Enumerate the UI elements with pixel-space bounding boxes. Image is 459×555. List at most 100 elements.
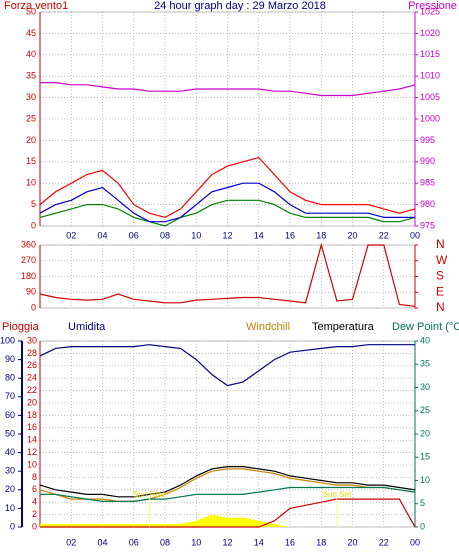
y-tick-label: 45 bbox=[26, 28, 36, 38]
y-tick-label: 90 bbox=[26, 287, 36, 297]
x-tick-label: 06 bbox=[129, 537, 139, 547]
rain-label: Pioggia bbox=[2, 321, 40, 333]
y2-tick-label: 1015 bbox=[420, 49, 440, 59]
y-tick-label: 6 bbox=[32, 484, 37, 494]
y2-tick-label: N bbox=[436, 300, 445, 314]
y3-tick-label: 50 bbox=[5, 428, 15, 438]
x-tick-label: 14 bbox=[254, 230, 264, 240]
y3-tick-label: 20 bbox=[5, 484, 15, 494]
y2-tick-label: 15 bbox=[420, 452, 430, 462]
series-line bbox=[39, 242, 416, 307]
x-tick-label: 08 bbox=[160, 230, 170, 240]
rain-rate-area bbox=[40, 514, 415, 527]
series-line bbox=[39, 468, 416, 502]
y-tick-label: 22 bbox=[27, 385, 37, 395]
x-tick-label: 00 bbox=[410, 537, 420, 547]
y-tick-label: 50 bbox=[26, 6, 36, 16]
y2-tick-label: 975 bbox=[420, 220, 435, 230]
y3-tick-label: 40 bbox=[5, 447, 15, 457]
y-tick-label: 30 bbox=[26, 92, 36, 102]
y2-tick-label: 1025 bbox=[420, 6, 440, 16]
series-line bbox=[40, 498, 416, 528]
series-line bbox=[40, 82, 416, 97]
y-tick-label: 0 bbox=[32, 521, 37, 531]
dewpoint-label: Dew Point (°C bbox=[392, 321, 459, 333]
annotation: Sun Set bbox=[323, 490, 352, 499]
y2-tick-label: 5 bbox=[420, 498, 425, 508]
x-tick-label: 22 bbox=[379, 537, 389, 547]
x-tick-label: 04 bbox=[97, 537, 107, 547]
series-line bbox=[39, 344, 415, 387]
pressure-label: Pressione bbox=[408, 0, 457, 12]
y2-tick-label: E bbox=[436, 284, 444, 298]
y-tick-label: 20 bbox=[27, 397, 37, 407]
y2-tick-label: 990 bbox=[420, 156, 435, 166]
x-tick-label: 12 bbox=[222, 230, 232, 240]
y-tick-label: 18 bbox=[27, 410, 37, 420]
x-tick-label: 02 bbox=[66, 537, 76, 547]
x-tick-label: 12 bbox=[222, 537, 232, 547]
x-tick-label: 18 bbox=[316, 537, 326, 547]
series-line bbox=[40, 486, 416, 502]
y3-tick-label: 80 bbox=[5, 373, 15, 383]
y-tick-label: 15 bbox=[26, 156, 36, 166]
y3-tick-label: 30 bbox=[5, 466, 15, 476]
y2-tick-label: 0 bbox=[420, 521, 425, 531]
y2-tick-label: 1005 bbox=[420, 92, 440, 102]
x-tick-label: 06 bbox=[129, 230, 139, 240]
y-tick-label: 20 bbox=[26, 135, 36, 145]
y3-tick-label: 100 bbox=[0, 335, 15, 345]
x-tick-label: 10 bbox=[191, 230, 201, 240]
y-tick-label: 0 bbox=[31, 220, 36, 230]
x-tick-label: 14 bbox=[254, 537, 264, 547]
y-tick-label: 24 bbox=[27, 373, 37, 383]
x-tick-label: 08 bbox=[160, 537, 170, 547]
y-tick-label: 360 bbox=[21, 239, 36, 249]
y-tick-label: 5 bbox=[31, 199, 36, 209]
y2-tick-label: N bbox=[436, 237, 445, 251]
y2-tick-label: 25 bbox=[420, 405, 430, 415]
y2-tick-label: 35 bbox=[420, 359, 430, 369]
y2-tick-label: 20 bbox=[420, 428, 430, 438]
windchill-label: Windchill bbox=[246, 321, 290, 333]
y2-tick-label: S bbox=[436, 269, 444, 283]
annotation: Sun Rise bbox=[133, 490, 166, 499]
y-tick-label: 12 bbox=[27, 447, 37, 457]
y3-tick-label: 70 bbox=[5, 391, 15, 401]
y2-tick-label: 980 bbox=[420, 199, 435, 209]
x-tick-label: 22 bbox=[379, 230, 389, 240]
y3-tick-label: 90 bbox=[5, 354, 15, 364]
y2-tick-label: W bbox=[436, 253, 448, 267]
y-tick-label: 40 bbox=[26, 49, 36, 59]
temperature-label: Temperatura bbox=[312, 321, 375, 333]
y-tick-label: 14 bbox=[27, 435, 37, 445]
y3-tick-label: 10 bbox=[5, 503, 15, 513]
y-tick-label: 2 bbox=[32, 509, 37, 519]
series-line bbox=[39, 182, 415, 223]
y-tick-label: 28 bbox=[27, 348, 37, 358]
series-line bbox=[39, 156, 416, 219]
y-tick-label: 26 bbox=[27, 360, 37, 370]
series-line bbox=[39, 199, 416, 227]
x-tick-label: 04 bbox=[97, 230, 107, 240]
x-tick-label: 20 bbox=[347, 537, 357, 547]
y-tick-label: 180 bbox=[21, 271, 36, 281]
x-tick-label: 20 bbox=[347, 230, 357, 240]
x-tick-label: 02 bbox=[66, 230, 76, 240]
y-tick-label: 10 bbox=[27, 459, 37, 469]
x-tick-label: 16 bbox=[285, 537, 295, 547]
y-tick-label: 30 bbox=[27, 335, 37, 345]
y2-tick-label: 10 bbox=[420, 475, 430, 485]
x-tick-label: 00 bbox=[410, 230, 420, 240]
x-tick-label: 18 bbox=[316, 230, 326, 240]
y2-tick-label: 995 bbox=[420, 135, 435, 145]
y2-tick-label: 985 bbox=[420, 178, 435, 188]
series-line bbox=[39, 466, 416, 498]
y2-tick-label: 40 bbox=[420, 335, 430, 345]
x-tick-label: 16 bbox=[285, 230, 295, 240]
wind-label: Forza vento1 bbox=[4, 0, 68, 12]
y2-tick-label: 1020 bbox=[420, 28, 440, 38]
y2-tick-label: 1010 bbox=[420, 71, 440, 81]
y-tick-label: 16 bbox=[27, 422, 37, 432]
